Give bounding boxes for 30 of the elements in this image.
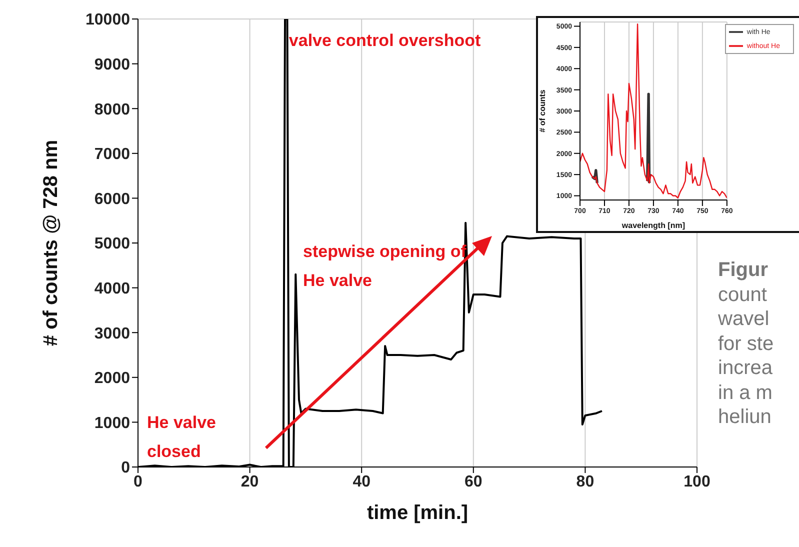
y-tick-label: 2000	[94, 370, 130, 388]
y-tick-label: 5000	[94, 236, 130, 253]
y-tick-label: 4000	[94, 280, 130, 298]
x-axis-title: time [min.]	[366, 502, 468, 524]
text: for ste	[718, 332, 774, 356]
annotation: valve control overshoot	[288, 30, 482, 50]
y-tick-label: 1000	[94, 414, 130, 432]
text: in a m	[718, 380, 774, 405]
x-axis-title: wavelength [nm]	[620, 221, 686, 230]
y-axis-title: # of counts	[538, 89, 547, 132]
y-axis-title: # of counts @ 728 nm	[40, 140, 62, 346]
y-tick-label: 9000	[94, 56, 130, 74]
x-tick-label: 20	[240, 473, 259, 490]
y-tick-label: 3000	[94, 325, 130, 342]
annotation: He valve closed	[147, 412, 216, 463]
x-tick-label: 100	[684, 473, 710, 490]
x-tick-label: 80	[576, 473, 594, 490]
text: heliun	[718, 405, 772, 430]
y-tick-label: 7000	[94, 146, 130, 164]
y-tick-label: 6000	[94, 190, 130, 208]
text: increa	[718, 356, 774, 380]
x-tick-label: 40	[352, 473, 371, 490]
x-tick-label: 0	[134, 473, 143, 490]
x-tick-label: 60	[464, 473, 482, 490]
text: Figur	[718, 258, 769, 282]
text: count	[718, 282, 768, 307]
text: wavel	[718, 307, 770, 332]
y-tick-label: 10000	[86, 12, 130, 29]
y-tick-label: 0	[121, 460, 130, 477]
y-tick-label: 8000	[94, 101, 130, 118]
